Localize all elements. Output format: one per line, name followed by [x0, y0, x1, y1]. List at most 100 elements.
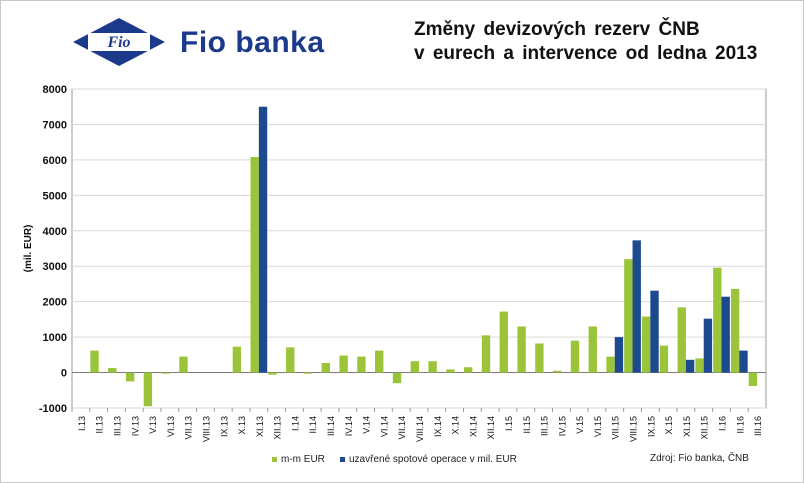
x-tick-label: VIII.13 [201, 416, 211, 442]
bar-series-1 [481, 335, 491, 373]
bar-series-1 [375, 350, 384, 373]
fio-logo-band [88, 33, 150, 51]
bar-series-1 [410, 361, 419, 373]
bar-series-1 [535, 343, 544, 373]
bar-series-1 [748, 372, 758, 387]
x-tick-label: II.13 [95, 416, 105, 434]
legend-label-series-2: uzavřené spotové operace v mil. EUR [349, 454, 517, 465]
x-tick-label: IX.13 [219, 416, 229, 437]
bar-series-1 [268, 372, 277, 375]
y-tick-label: 7000 [43, 119, 67, 131]
x-tick-label: IV.15 [557, 416, 567, 436]
chart-title-line-1: Změny devizových rezerv ČNB [414, 19, 700, 40]
bar-series-1 [730, 288, 740, 373]
x-tick-label: II.16 [735, 416, 745, 434]
bar-series-1 [659, 345, 669, 373]
x-tick-label: VI.13 [166, 416, 176, 437]
x-tick-label: X.13 [237, 416, 247, 435]
bar-series-1 [677, 307, 686, 373]
x-tick-label: III.13 [112, 416, 122, 436]
legend-item-series-1: m-m EUR [272, 454, 325, 465]
x-tick-label: XII.13 [273, 416, 283, 440]
x-tick-label: IX.15 [646, 416, 656, 437]
bar-series-1 [357, 356, 366, 373]
x-tick-label: XII.14 [486, 416, 496, 440]
y-tick-label: 5000 [43, 190, 67, 202]
bar-series-2 [721, 296, 730, 373]
bar-series-2 [258, 106, 268, 373]
x-tick-label: VII.13 [184, 416, 194, 440]
x-tick-label: IV.13 [130, 416, 140, 436]
x-tick-label: I.16 [718, 416, 728, 431]
bar-series-1 [90, 350, 99, 373]
bar-series-2 [632, 240, 641, 373]
x-tick-label: I.15 [504, 416, 514, 431]
x-tick-label: XII.15 [700, 416, 710, 440]
y-tick-label: 2000 [43, 297, 67, 309]
x-tick-label: I.14 [290, 416, 300, 431]
y-axis-label: (mil. EUR) [23, 225, 34, 273]
bar-series-1 [517, 326, 526, 373]
bar-series-1 [179, 356, 188, 373]
bar-series-1 [464, 367, 473, 373]
x-tick-label: VI.14 [379, 416, 389, 437]
x-tick-label: XI.13 [255, 416, 265, 437]
x-tick-label: XI.14 [468, 416, 478, 437]
x-tick-label: VI.15 [593, 416, 603, 437]
bar-series-1 [125, 372, 135, 382]
bar-series-1 [570, 340, 580, 373]
x-tick-label: V.15 [575, 416, 585, 434]
y-tick-label: 3000 [43, 261, 67, 273]
x-tick-label: VIII.14 [415, 416, 425, 442]
bar-series-1 [428, 361, 437, 373]
bar-series-1 [143, 372, 153, 407]
legend-label-series-1: m-m EUR [281, 454, 325, 465]
legend-item-series-2: uzavřené spotové operace v mil. EUR [340, 454, 517, 465]
y-tick-label: 8000 [43, 84, 67, 96]
fio-logo-text: Fio [106, 34, 130, 51]
bar-series-1 [552, 370, 562, 373]
bar-series-2 [703, 318, 713, 373]
y-tick-label: 0 [61, 368, 67, 380]
x-tick-label: IV.14 [344, 416, 354, 436]
x-tick-label: V.13 [148, 416, 158, 434]
bar-series-1 [624, 259, 633, 373]
x-tick-label: II.15 [522, 416, 532, 434]
bar-series-1 [606, 356, 615, 373]
x-tick-label: X.14 [451, 416, 461, 435]
x-tick-label: I.13 [77, 416, 87, 431]
y-tick-label: 1000 [43, 332, 67, 344]
x-tick-label: VII.15 [611, 416, 621, 440]
chart-title: Změny devizových rezerv ČNB v eurech a i… [414, 18, 774, 66]
bar-series-2 [685, 359, 695, 373]
bar-series-1 [392, 372, 402, 384]
bar-series-2 [739, 350, 748, 373]
x-tick-label: X.15 [664, 416, 674, 435]
y-tick-label: 6000 [43, 155, 67, 167]
x-tick-label: II.14 [308, 416, 318, 434]
bar-series-1 [713, 267, 722, 373]
bar-series-1 [641, 316, 651, 373]
x-tick-label: III.16 [753, 416, 763, 436]
bar-series-1 [695, 358, 704, 373]
bar-series-1 [161, 372, 170, 374]
legend-swatch-series-2 [340, 457, 345, 462]
x-tick-label: XI.15 [682, 416, 692, 437]
source-note: Zdroj: Fio banka, ČNB [650, 453, 749, 464]
bar-series-2 [650, 290, 659, 373]
x-tick-label: III.15 [540, 416, 550, 436]
x-tick-label: III.14 [326, 416, 336, 436]
y-tick-label: -1000 [39, 403, 67, 415]
bar-series-1 [250, 157, 259, 373]
bar-series-1 [446, 369, 455, 373]
bar-series-2 [614, 337, 624, 373]
x-tick-label: V.14 [362, 416, 372, 434]
bar-series-1 [286, 347, 295, 373]
legend-swatch-series-1 [272, 457, 277, 462]
x-tick-label: VII.14 [397, 416, 407, 440]
bar-series-1 [588, 326, 597, 373]
brand-name: Fio banka [180, 26, 325, 59]
bar-series-1 [232, 346, 242, 373]
bar-series-1 [499, 311, 508, 373]
bar-series-1 [321, 362, 331, 373]
